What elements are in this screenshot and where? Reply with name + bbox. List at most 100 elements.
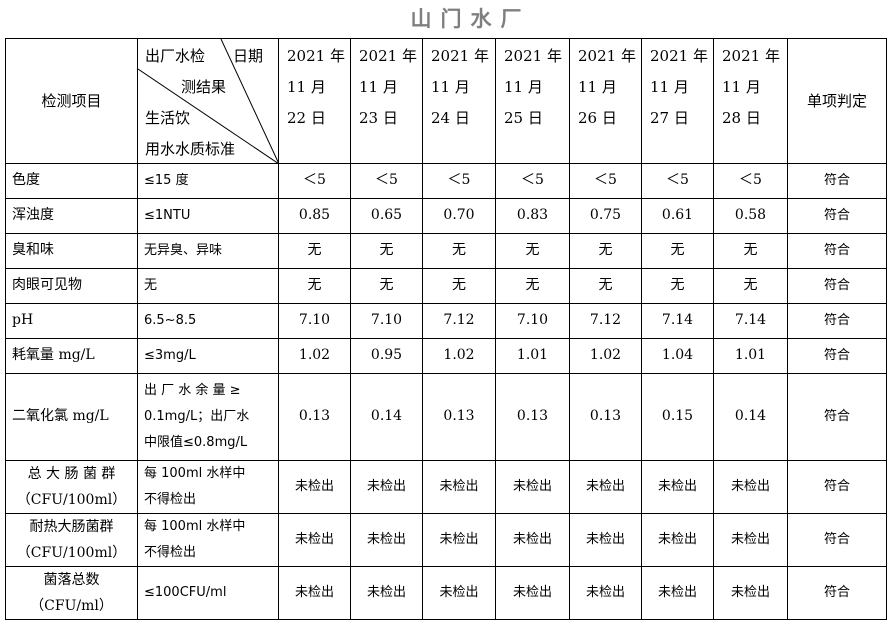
item-line: （CFU/ml）: [30, 598, 113, 614]
verdict: 符合: [787, 338, 887, 374]
item-name: 耗氧量 mg/L: [5, 338, 138, 374]
result-value: 0.85: [278, 198, 351, 234]
standard-line: 出 厂 水 余 量 ≥: [144, 383, 241, 398]
result-value: 0.15: [641, 373, 714, 461]
verdict: 符合: [787, 513, 887, 567]
standard-line: ≤3mg/L: [144, 348, 196, 363]
result-value: 1.01: [495, 338, 570, 374]
header-item: 检测项目: [5, 38, 138, 164]
table-row: 肉眼可见物无无无无无无无无符合: [5, 268, 887, 304]
result-value: 未检出: [569, 566, 642, 620]
item-line: 肉眼可见物: [12, 277, 82, 294]
result-value: 未检出: [641, 460, 714, 514]
verdict: 符合: [787, 373, 887, 461]
item-line: 二氧化氯 mg/L: [12, 408, 109, 425]
table-row: 耐热大肠菌群 （CFU/100ml）每 100ml 水样中 不得检出 未检出 未检出 未检…: [5, 513, 887, 567]
result-value: 无: [350, 268, 423, 304]
date-line: 2021 年: [650, 47, 708, 65]
item-line: （CFU/100ml）: [16, 492, 127, 508]
verdict: 符合: [787, 566, 887, 620]
result-value: 1.01: [713, 338, 788, 374]
result-value: ＜5: [641, 163, 714, 199]
standard: ≤3mg/L: [137, 338, 279, 374]
item-name: 臭和味: [5, 233, 138, 269]
header-date: 2021 年 11 月 26 日: [569, 38, 642, 164]
header-date: 2021 年 11 月 27 日: [641, 38, 714, 164]
date-line: 23 日: [359, 109, 398, 127]
date-line: 24 日: [431, 109, 470, 127]
date-line: 2021 年: [504, 47, 562, 65]
result-value: 0.61: [641, 198, 714, 234]
standard: 无异臭、异味: [137, 233, 279, 269]
result-value: 7.12: [569, 303, 642, 339]
result-value: 0.58: [713, 198, 788, 234]
result-value: 未检出: [278, 513, 351, 567]
corner-top-right: 日期: [233, 47, 264, 65]
result-value: 未检出: [422, 566, 496, 620]
result-value: 0.13: [569, 373, 642, 461]
result-value: 1.02: [569, 338, 642, 374]
standard-line: 不得检出: [144, 492, 197, 507]
date-line: 25 日: [504, 109, 543, 127]
verdict: 符合: [787, 460, 887, 514]
standard: 出 厂 水 余 量 ≥ 0.1mg/L；出厂水 中限值≤0.8mg/L: [137, 373, 279, 461]
result-value: 0.83: [495, 198, 570, 234]
standard-line: 中限值≤0.8mg/L: [144, 435, 248, 450]
date-line: 2021 年: [431, 47, 489, 65]
result-value: ＜5: [350, 163, 423, 199]
result-value: 未检出: [495, 460, 570, 514]
result-value: 未检出: [350, 460, 423, 514]
result-value: 7.10: [350, 303, 423, 339]
water-quality-table: 检测项目 出厂水检 日期 测结果 生活饮 用水水质标准 2021 年 11 月 22…: [5, 38, 887, 620]
standard: 每 100ml 水样中 不得检出: [137, 460, 279, 514]
result-value: 7.14: [713, 303, 788, 339]
date-line: 27 日: [650, 109, 689, 127]
result-value: 无: [569, 268, 642, 304]
result-value: 未检出: [278, 460, 351, 514]
verdict: 符合: [787, 268, 887, 304]
standard-line: 无: [144, 278, 158, 293]
table-row: 耗氧量 mg/L ≤3mg/L 1.02 0.95 1.02 1.01 1.02 1.04 1.…: [5, 338, 887, 374]
corner-bottom-2: 用水水质标准: [145, 140, 236, 158]
result-value: 1.02: [422, 338, 496, 374]
result-value: 无: [495, 268, 570, 304]
result-value: 0.95: [350, 338, 423, 374]
result-value: 未检出: [569, 460, 642, 514]
standard: ≤1NTU: [137, 198, 279, 234]
result-value: 无: [641, 268, 714, 304]
standard-line: 无异臭、异味: [144, 243, 223, 258]
standard: 6.5~8.5: [137, 303, 279, 339]
header-corner: 出厂水检 日期 测结果 生活饮 用水水质标准: [137, 38, 279, 164]
standard-line: 6.5~8.5: [144, 313, 197, 328]
standard-line: ≤15 度: [144, 173, 189, 188]
header-date: 2021 年 11 月 22 日: [278, 38, 351, 164]
item-line: 色度: [12, 172, 40, 189]
result-value: 0.70: [422, 198, 496, 234]
date-line: 26 日: [578, 109, 617, 127]
date-line: 2021 年: [578, 47, 636, 65]
item-line: 耗氧量 mg/L: [12, 347, 95, 364]
header-date: 2021 年 11 月 24 日: [422, 38, 496, 164]
table-row: 浑浊度 ≤1NTU 0.85 0.65 0.70 0.83 0.75 0.61 0.58 符合: [5, 198, 887, 234]
header-date: 2021 年 11 月 28 日: [713, 38, 788, 164]
result-value: 7.14: [641, 303, 714, 339]
result-value: 0.14: [350, 373, 423, 461]
result-value: 无: [641, 233, 714, 269]
verdict: 符合: [787, 303, 887, 339]
result-value: 无: [278, 233, 351, 269]
result-value: 1.04: [641, 338, 714, 374]
item-name: 二氧化氯 mg/L: [5, 373, 138, 461]
result-value: 未检出: [713, 566, 788, 620]
result-value: 无: [713, 233, 788, 269]
standard: ≤15 度: [137, 163, 279, 199]
verdict: 符合: [787, 233, 887, 269]
table-row: 总 大 肠 菌 群（CFU/100ml）每 100ml 水样中 不得检出 未检出 未检…: [5, 460, 887, 514]
item-line: 耐热大肠菌群: [29, 519, 114, 535]
header-date: 2021 年 11 月 25 日: [495, 38, 570, 164]
result-value: ＜5: [278, 163, 351, 199]
date-line: 11 月: [650, 78, 689, 96]
date-line: 28 日: [722, 109, 761, 127]
item-name: 菌落总数 （CFU/ml）: [5, 566, 138, 620]
result-value: 无: [569, 233, 642, 269]
result-value: 未检出: [350, 566, 423, 620]
